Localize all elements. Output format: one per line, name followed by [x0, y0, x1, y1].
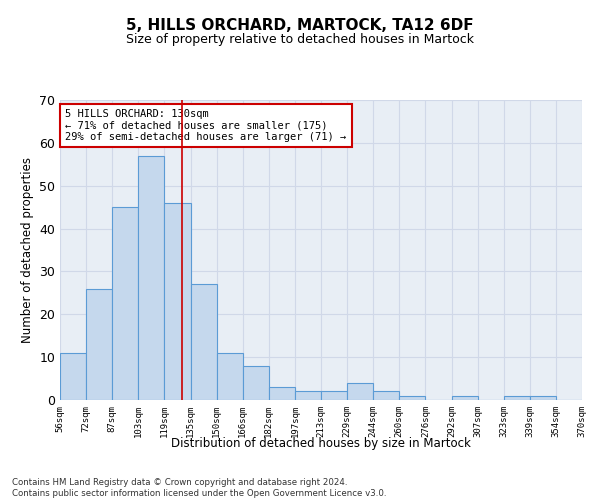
Bar: [321, 392, 347, 400]
Text: Size of property relative to detached houses in Martock: Size of property relative to detached ho…: [126, 32, 474, 46]
Bar: [217, 353, 243, 400]
Bar: [86, 288, 112, 400]
Bar: [400, 396, 425, 400]
Bar: [242, 366, 269, 400]
Text: Contains HM Land Registry data © Crown copyright and database right 2024.
Contai: Contains HM Land Registry data © Crown c…: [12, 478, 386, 498]
Bar: [191, 284, 217, 400]
Y-axis label: Number of detached properties: Number of detached properties: [20, 157, 34, 343]
Bar: [139, 156, 164, 400]
Text: Distribution of detached houses by size in Martock: Distribution of detached houses by size …: [171, 438, 471, 450]
Bar: [452, 396, 478, 400]
Bar: [347, 383, 373, 400]
Bar: [269, 387, 295, 400]
Bar: [504, 396, 530, 400]
Bar: [295, 392, 321, 400]
Bar: [112, 207, 139, 400]
Bar: [164, 203, 191, 400]
Bar: [373, 392, 400, 400]
Bar: [530, 396, 556, 400]
Text: 5, HILLS ORCHARD, MARTOCK, TA12 6DF: 5, HILLS ORCHARD, MARTOCK, TA12 6DF: [126, 18, 474, 32]
Bar: [60, 353, 86, 400]
Text: 5 HILLS ORCHARD: 130sqm
← 71% of detached houses are smaller (175)
29% of semi-d: 5 HILLS ORCHARD: 130sqm ← 71% of detache…: [65, 109, 346, 142]
